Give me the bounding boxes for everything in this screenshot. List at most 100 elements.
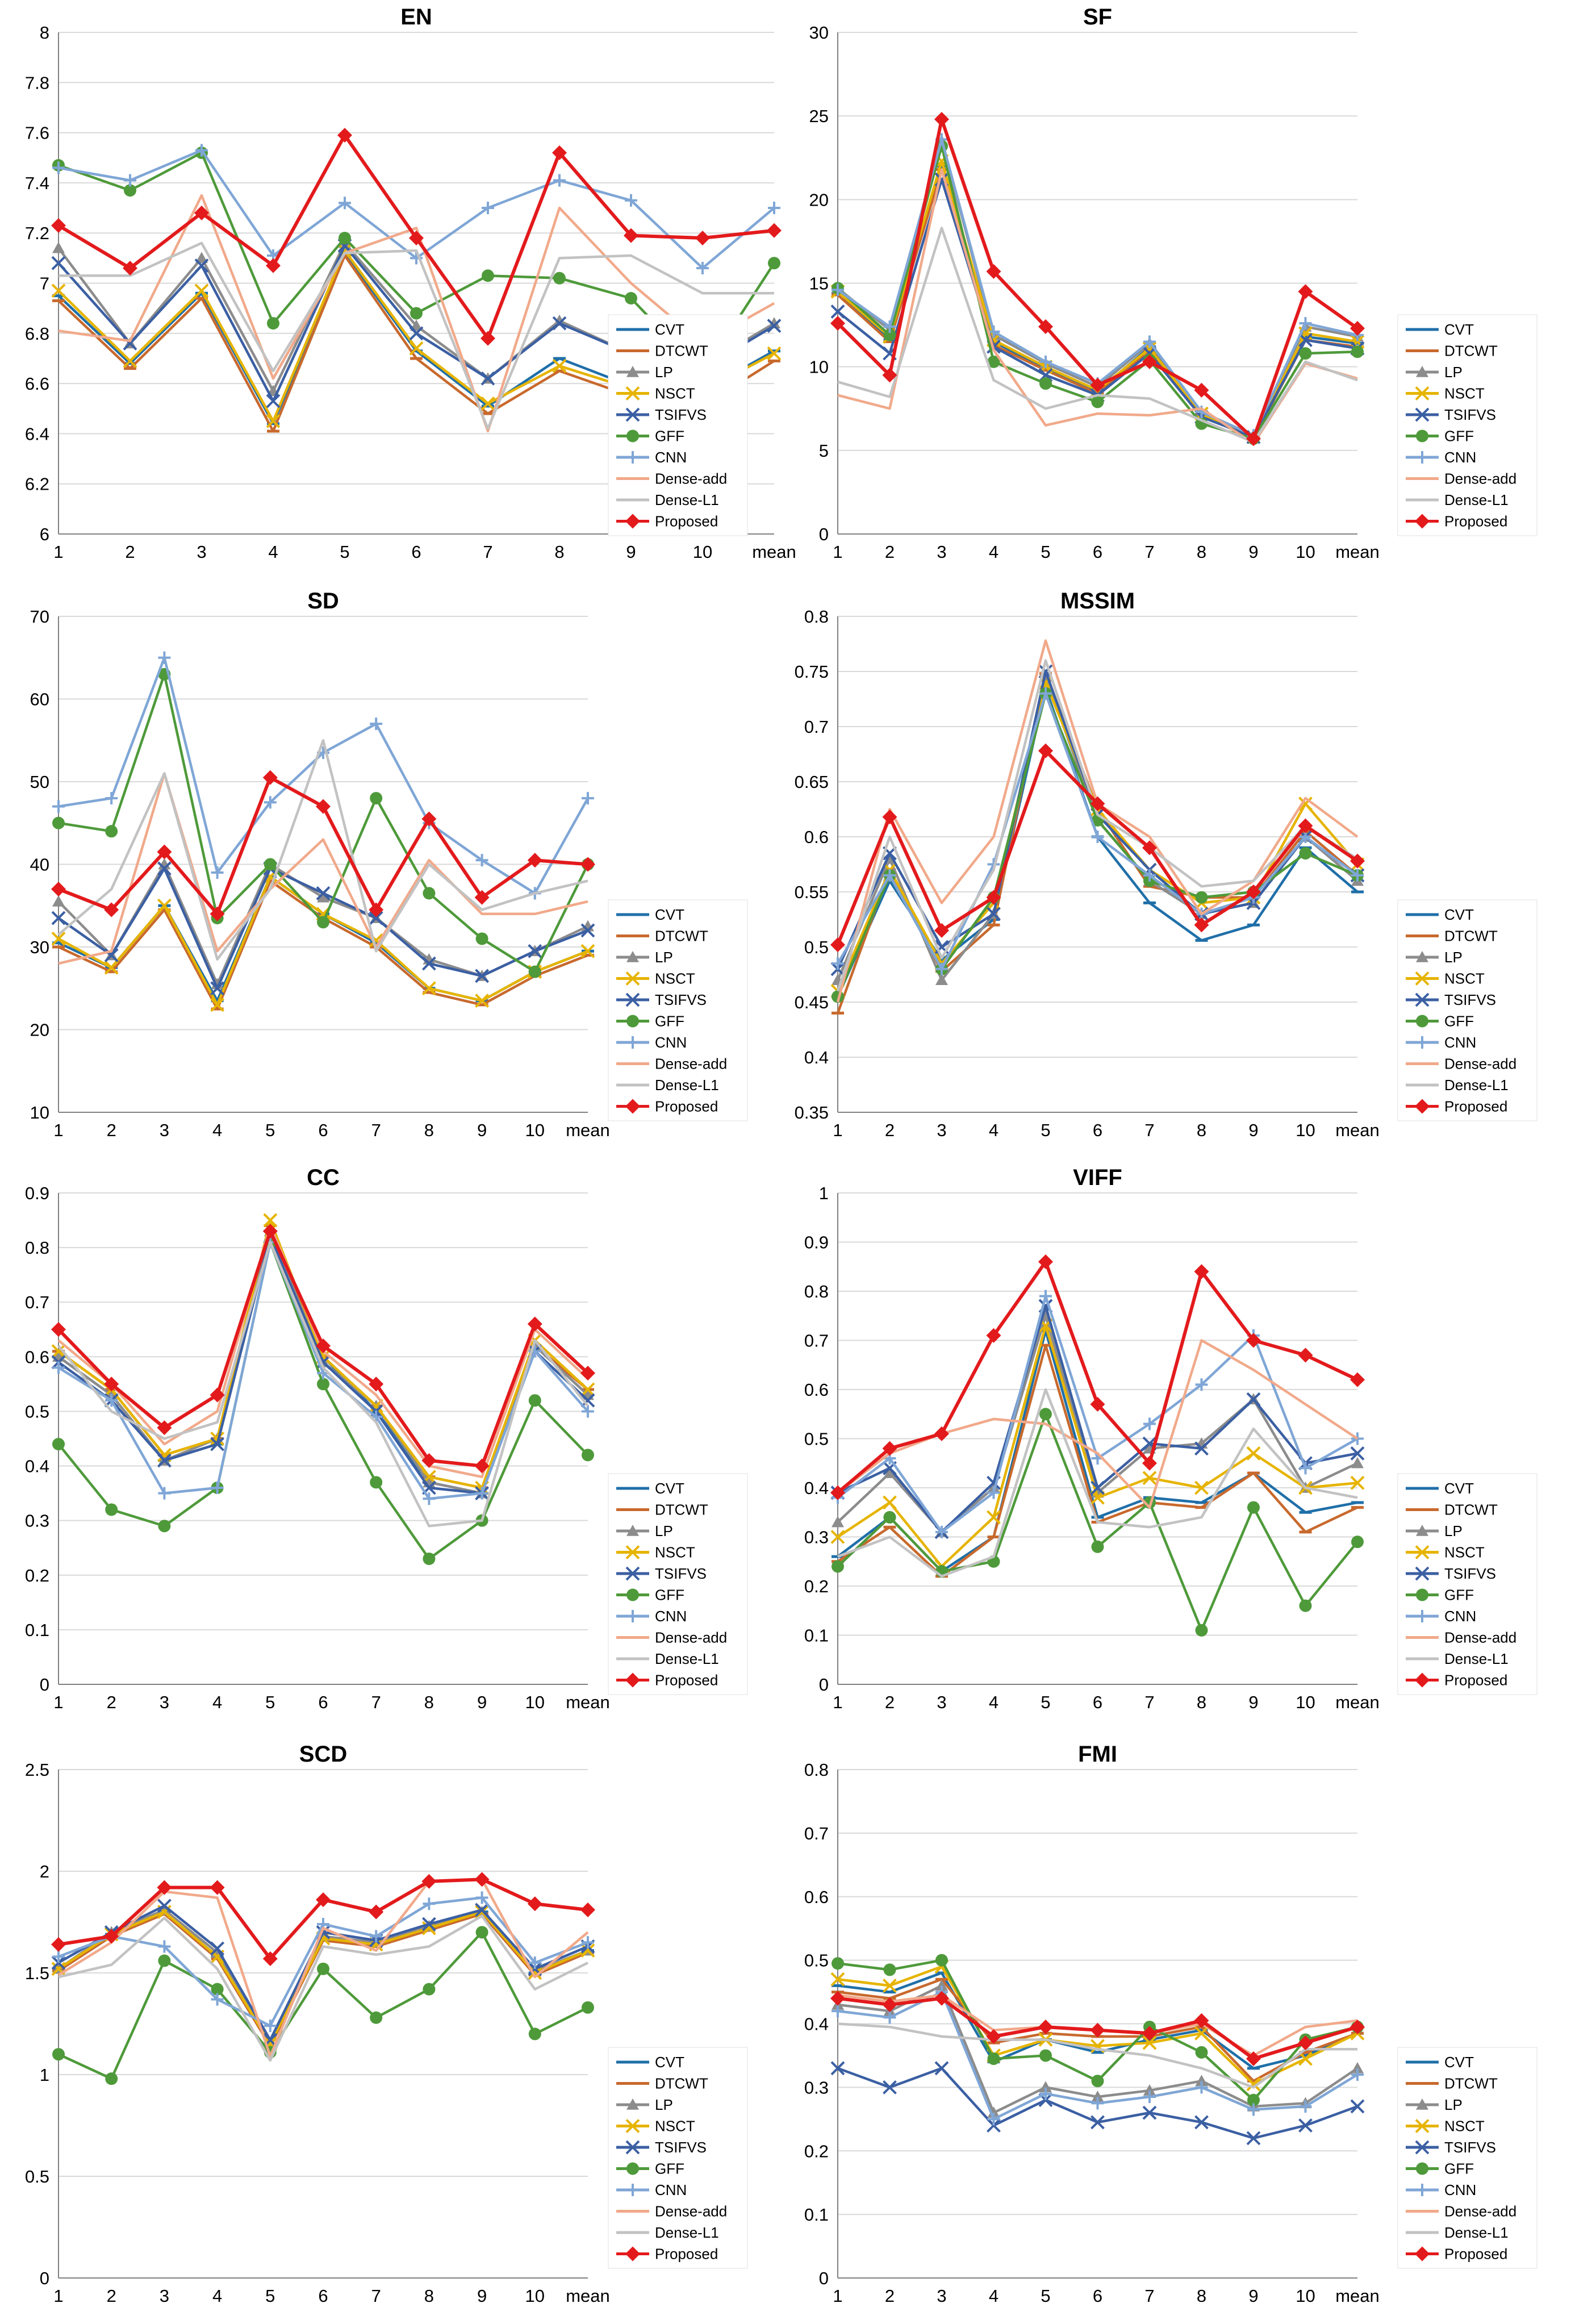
legend-entry-lp: LP	[616, 1522, 673, 1539]
x-tick-label: 5	[265, 1692, 275, 1712]
x-tick-label: 9	[477, 1120, 487, 1140]
x-tick-label: 2	[107, 2286, 116, 2306]
legend-entry-lp: LP	[1406, 364, 1463, 381]
legend-label: Proposed	[1444, 1672, 1507, 1689]
data-point	[1195, 891, 1208, 904]
legend-label: NSCT	[1444, 385, 1485, 402]
legend-label: TSIFVS	[1444, 406, 1496, 423]
y-tick-label: 0.5	[804, 1951, 829, 1971]
legend-entry-nsct: NSCT	[1406, 385, 1485, 402]
data-point	[987, 907, 1001, 921]
x-tick-label: 4	[989, 2286, 998, 2306]
data-point	[1246, 1446, 1261, 1461]
data-point	[370, 792, 383, 805]
legend-label: GFF	[655, 2160, 684, 2177]
data-point	[935, 1979, 948, 1991]
y-tick-label: 0.45	[795, 992, 829, 1012]
data-point	[264, 858, 277, 871]
data-point	[475, 1926, 488, 1939]
data-point	[1350, 2020, 1365, 2035]
legend-entry-cnn: CNN	[616, 1608, 687, 1625]
data-point	[210, 981, 225, 996]
data-point	[475, 932, 488, 945]
y-tick-label: 0.7	[804, 717, 829, 737]
legend-label: DTCWT	[1444, 343, 1498, 360]
data-point	[1299, 317, 1312, 330]
legend-label: DTCWT	[1444, 2075, 1498, 2092]
legend: CVT DTCWT LP NSCT TSIFVS GFF CNN Dense-add Dense…	[608, 1473, 748, 1695]
y-tick-label: 0.4	[804, 1478, 829, 1498]
legend-label: Dense-add	[1444, 2203, 1516, 2220]
chart-title: CC	[307, 1165, 340, 1190]
data-point	[370, 1930, 383, 1943]
legend-label: DTCWT	[655, 928, 708, 945]
x-tick-label: 1	[53, 1692, 63, 1712]
x-tick-label: 4	[268, 542, 278, 562]
y-tick-label: 0.3	[804, 1528, 829, 1547]
y-tick-label: 2.5	[25, 1760, 49, 1780]
x-tick-label: 1	[53, 1120, 63, 1140]
data-point	[210, 1387, 225, 1403]
series-line-gff	[836, 692, 1358, 998]
legend-marker	[1416, 2098, 1428, 2110]
y-tick-label: 7.8	[25, 73, 49, 93]
series-cnn	[52, 1236, 594, 1505]
x-tick-label: 5	[1041, 2286, 1050, 2306]
legend-label: Proposed	[1444, 2246, 1507, 2263]
chart-title: FMI	[1078, 1742, 1117, 1767]
legend-label: CNN	[1444, 2181, 1476, 2198]
data-point	[475, 1902, 490, 1917]
legend-marker	[1416, 1610, 1428, 1622]
data-point	[582, 1936, 594, 1949]
x-tick-label: 10	[525, 2286, 545, 2306]
legend-marker	[625, 992, 640, 1007]
data-point	[1195, 1378, 1208, 1391]
data-point	[51, 1344, 66, 1359]
chart-cc: CC 0 0.1 0.2 0.3 0.4 0.5 0.6 0.7 0.8 0.9 1 2 3 4 5 6 7 8 9 1…	[25, 1165, 748, 1712]
legend-label: Dense-add	[655, 1629, 727, 1646]
legend-entry-dtcwt: DTCWT	[616, 1501, 708, 1518]
data-point	[421, 1874, 437, 1889]
x-tick-label: 9	[1248, 1692, 1258, 1712]
data-point	[882, 1441, 897, 1456]
data-point	[409, 231, 424, 246]
series-line-dense-l1	[57, 739, 588, 961]
series-gff	[832, 1408, 1364, 1637]
data-point	[123, 261, 137, 276]
x-tick-label: mean	[566, 1692, 610, 1712]
x-tick-label: 2	[885, 1692, 895, 1712]
series-dense-add	[58, 772, 588, 965]
series-cvt	[832, 1971, 1364, 2070]
data-point	[262, 1224, 278, 1239]
data-point	[1247, 2103, 1260, 2116]
legend-label: NSCT	[655, 385, 695, 402]
legend-marker	[626, 2162, 639, 2175]
series-line-dense-l1	[837, 2022, 1357, 2089]
data-point	[553, 174, 566, 187]
legend-label: Proposed	[655, 1098, 718, 1115]
legend-label: TSIFVS	[655, 991, 707, 1008]
data-point	[105, 825, 118, 838]
y-tick-label: 0.2	[804, 2141, 829, 2161]
series-line-dense-l1	[837, 227, 1358, 444]
series-line-dense-l1	[58, 1914, 589, 2062]
data-point	[1298, 2051, 1313, 2066]
data-point	[580, 1943, 595, 1958]
data-point	[482, 202, 494, 215]
y-tick-label: 25	[809, 106, 829, 126]
legend-marker	[1416, 451, 1428, 464]
legend-label: Dense-add	[655, 2203, 727, 2220]
legend-entry-cvt: CVT	[616, 2054, 684, 2071]
data-point	[552, 145, 567, 160]
data-point	[410, 307, 423, 320]
data-point	[51, 283, 66, 298]
data-point	[421, 811, 437, 827]
y-tick-label: 0.6	[804, 827, 829, 847]
y-tick-label: 0	[819, 2268, 829, 2288]
data-point	[883, 869, 896, 882]
x-tick-label: 6	[318, 2286, 328, 2306]
data-point	[987, 2106, 1000, 2118]
legend-label: Dense-L1	[655, 491, 719, 508]
x-tick-label: 4	[989, 542, 998, 562]
data-point	[158, 1520, 171, 1533]
